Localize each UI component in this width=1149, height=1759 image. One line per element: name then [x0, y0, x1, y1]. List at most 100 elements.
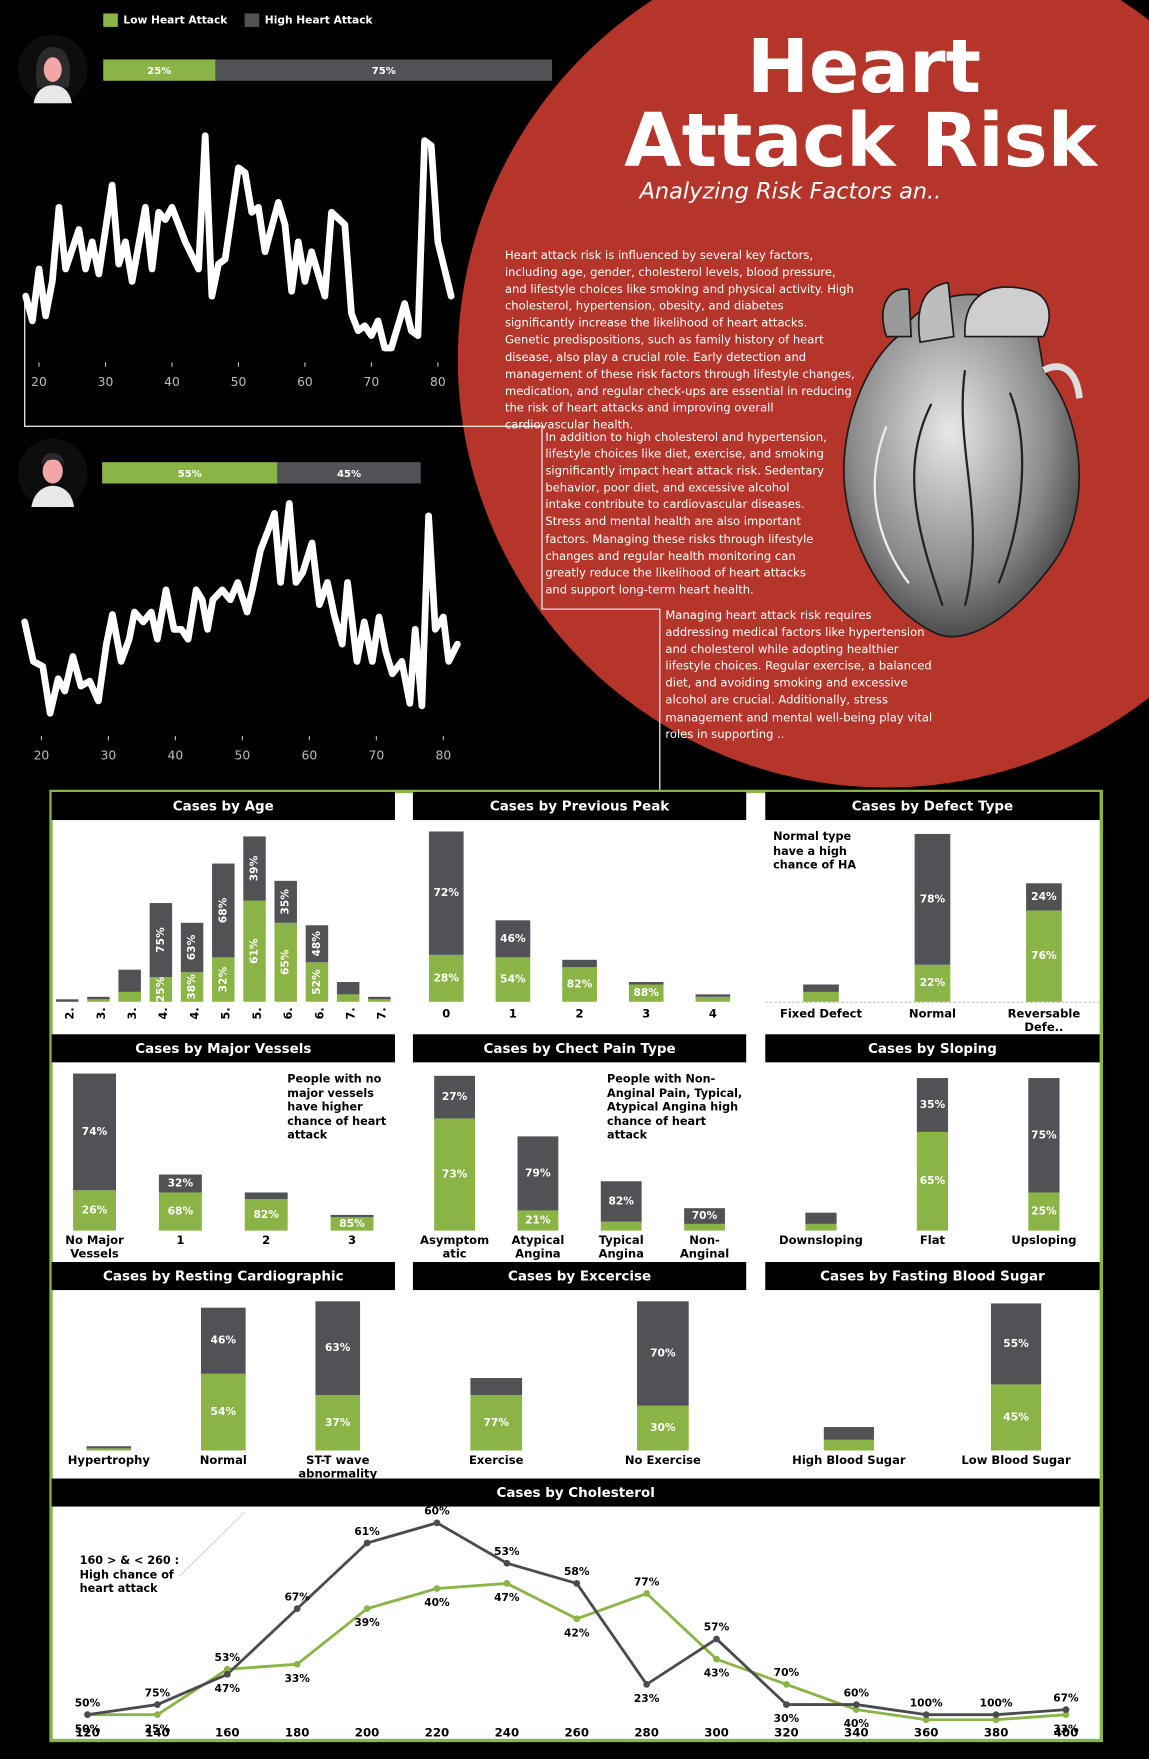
- x-tick-label: 80: [430, 375, 446, 389]
- panel-title: Cases by Cholesterol: [496, 1486, 654, 1501]
- share-segment: [102, 462, 278, 484]
- share-label: 77%: [484, 1416, 510, 1429]
- bar-segment: [336, 994, 360, 1002]
- share-label: 22%: [920, 976, 946, 989]
- panel-header: [51, 791, 395, 821]
- point: [1062, 1706, 1070, 1713]
- x-tick-label: 140: [145, 1726, 170, 1740]
- category-label: Typical Angina: [598, 1233, 644, 1261]
- share-label: 60%: [844, 1686, 870, 1699]
- legend-swatch: [103, 13, 118, 27]
- category-label: 4: [708, 1007, 717, 1021]
- share-label: 65%: [920, 1174, 946, 1187]
- panel-title: Cases by Sloping: [868, 1042, 997, 1057]
- bar-segment: [1026, 910, 1062, 1002]
- share-label: 100%: [910, 1696, 943, 1709]
- share-label: 39%: [248, 855, 261, 881]
- panel-header: [765, 1034, 1100, 1063]
- panel-title: Cases by Chect Pain Type: [484, 1042, 676, 1057]
- share-label: 82%: [253, 1208, 279, 1221]
- point: [573, 1615, 581, 1623]
- bar-segment: [315, 1301, 361, 1396]
- bar-segment: [823, 1439, 874, 1451]
- bar-segment: [149, 977, 173, 1002]
- point: [713, 1655, 720, 1663]
- x-tick-label: 300: [704, 1726, 729, 1740]
- bar-segment: [517, 1210, 559, 1231]
- bar-segment: [315, 1395, 361, 1451]
- panel-header: [412, 1034, 747, 1063]
- point: [643, 1590, 651, 1597]
- share-label: 45%: [1003, 1410, 1029, 1423]
- category-label: 2: [262, 1233, 271, 1248]
- annotation: 160 > & < 260 : High chance of heart att…: [79, 1554, 180, 1596]
- share-label: 68%: [216, 897, 229, 923]
- bar-segment: [695, 996, 731, 1002]
- category-label: 5.: [220, 1007, 233, 1019]
- x-tick-label: 50: [235, 749, 251, 763]
- share-label: 28%: [434, 971, 460, 984]
- panel-title: Cases by Excercise: [508, 1270, 651, 1285]
- x-tick-label: 70: [364, 375, 380, 389]
- point: [1062, 1711, 1070, 1719]
- share-label: 63%: [325, 1341, 351, 1354]
- share-label: 47%: [215, 1682, 241, 1695]
- share-label: 58%: [564, 1565, 590, 1578]
- panel-title: Cases by Defect Type: [852, 800, 1013, 815]
- category-label: 4.: [157, 1007, 170, 1019]
- share-label: 50%: [75, 1696, 101, 1709]
- bar-segment: [517, 1136, 559, 1211]
- line: [21, 500, 461, 717]
- category-label: Upsloping: [1011, 1233, 1077, 1248]
- x-tick-label: 70: [369, 749, 385, 763]
- bar-segment: [495, 920, 531, 958]
- heart-illustration: [842, 281, 1083, 638]
- paragraph: In addition to high cholesterol and hype…: [545, 430, 827, 597]
- bar-segment: [180, 972, 204, 1002]
- panel-header: [51, 1478, 1100, 1507]
- line: [22, 132, 455, 352]
- x-tick-label: 20: [34, 749, 50, 763]
- bar-segment: [274, 880, 297, 923]
- share-label: 46%: [211, 1334, 237, 1347]
- bar-segment: [434, 1075, 476, 1119]
- share-label: 43%: [704, 1667, 730, 1680]
- point: [223, 1665, 231, 1673]
- category-label: 2.: [64, 1007, 77, 1019]
- x-tick-label: 160: [215, 1726, 240, 1740]
- point: [992, 1711, 1000, 1719]
- x-tick-label: 240: [495, 1726, 520, 1740]
- category-label: 3.: [95, 1007, 108, 1019]
- share-label: 25%: [145, 1722, 171, 1735]
- share-label: 100%: [980, 1696, 1013, 1709]
- panel-title: Cases by Fasting Blood Sugar: [820, 1270, 1045, 1285]
- category-label: 3: [348, 1233, 357, 1248]
- bar-segment: [805, 1223, 837, 1231]
- bar-segment: [274, 922, 297, 1002]
- point: [783, 1701, 790, 1708]
- bar-segment: [244, 1192, 288, 1200]
- share-label: 40%: [844, 1717, 870, 1730]
- point: [363, 1539, 371, 1547]
- bar-segment: [495, 957, 531, 1002]
- legend-swatch: [244, 13, 260, 27]
- category-label: ST-T wave abnormality: [298, 1453, 378, 1481]
- x-tick-label: 200: [355, 1726, 380, 1740]
- point: [992, 1716, 1000, 1724]
- share-label: 25%: [1031, 1205, 1057, 1218]
- bar-segment: [803, 991, 839, 1002]
- category-label: Normal: [908, 1007, 957, 1021]
- share-segment: [215, 59, 553, 81]
- bar-segment: [330, 1214, 374, 1218]
- bar-segment: [600, 1181, 642, 1222]
- share-segment: [277, 462, 421, 484]
- point: [154, 1711, 161, 1719]
- panel-header: [765, 1262, 1100, 1291]
- share-label: 76%: [1031, 949, 1057, 962]
- share-label: 53%: [494, 1545, 520, 1558]
- bar-segment: [87, 999, 110, 1002]
- point: [84, 1711, 91, 1719]
